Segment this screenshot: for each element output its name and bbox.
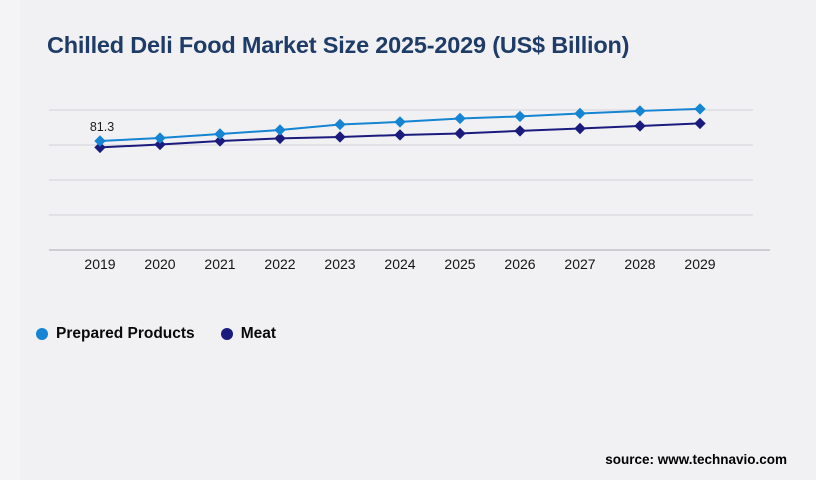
legend: Prepared Products Meat <box>36 325 276 343</box>
legend-swatch-icon <box>36 328 48 340</box>
x-tick-label: 2020 <box>144 256 176 272</box>
page-title: Chilled Deli Food Market Size 2025-2029 … <box>47 31 630 58</box>
legend-label: Meat <box>240 325 277 342</box>
x-tick-label: 2024 <box>384 256 416 272</box>
legend-item-meat: Meat <box>220 325 277 343</box>
legend-label: Prepared Products <box>56 325 195 342</box>
x-tick-label: 2019 <box>84 256 116 272</box>
x-tick-label: 2026 <box>504 256 536 272</box>
x-tick-label: 2028 <box>624 256 656 272</box>
x-tick-label: 2025 <box>444 256 476 272</box>
legend-item-prepared-products: Prepared Products <box>36 325 195 343</box>
x-tick-label: 2022 <box>264 256 296 272</box>
source-attribution: source: www.technavio.com <box>605 452 787 467</box>
x-tick-label: 2023 <box>324 256 356 272</box>
legend-swatch-icon <box>220 328 233 340</box>
x-tick-label: 2021 <box>204 256 236 272</box>
x-tick-label: 2027 <box>564 256 596 272</box>
content-panel <box>20 0 816 480</box>
x-tick-label: 2029 <box>684 256 716 272</box>
